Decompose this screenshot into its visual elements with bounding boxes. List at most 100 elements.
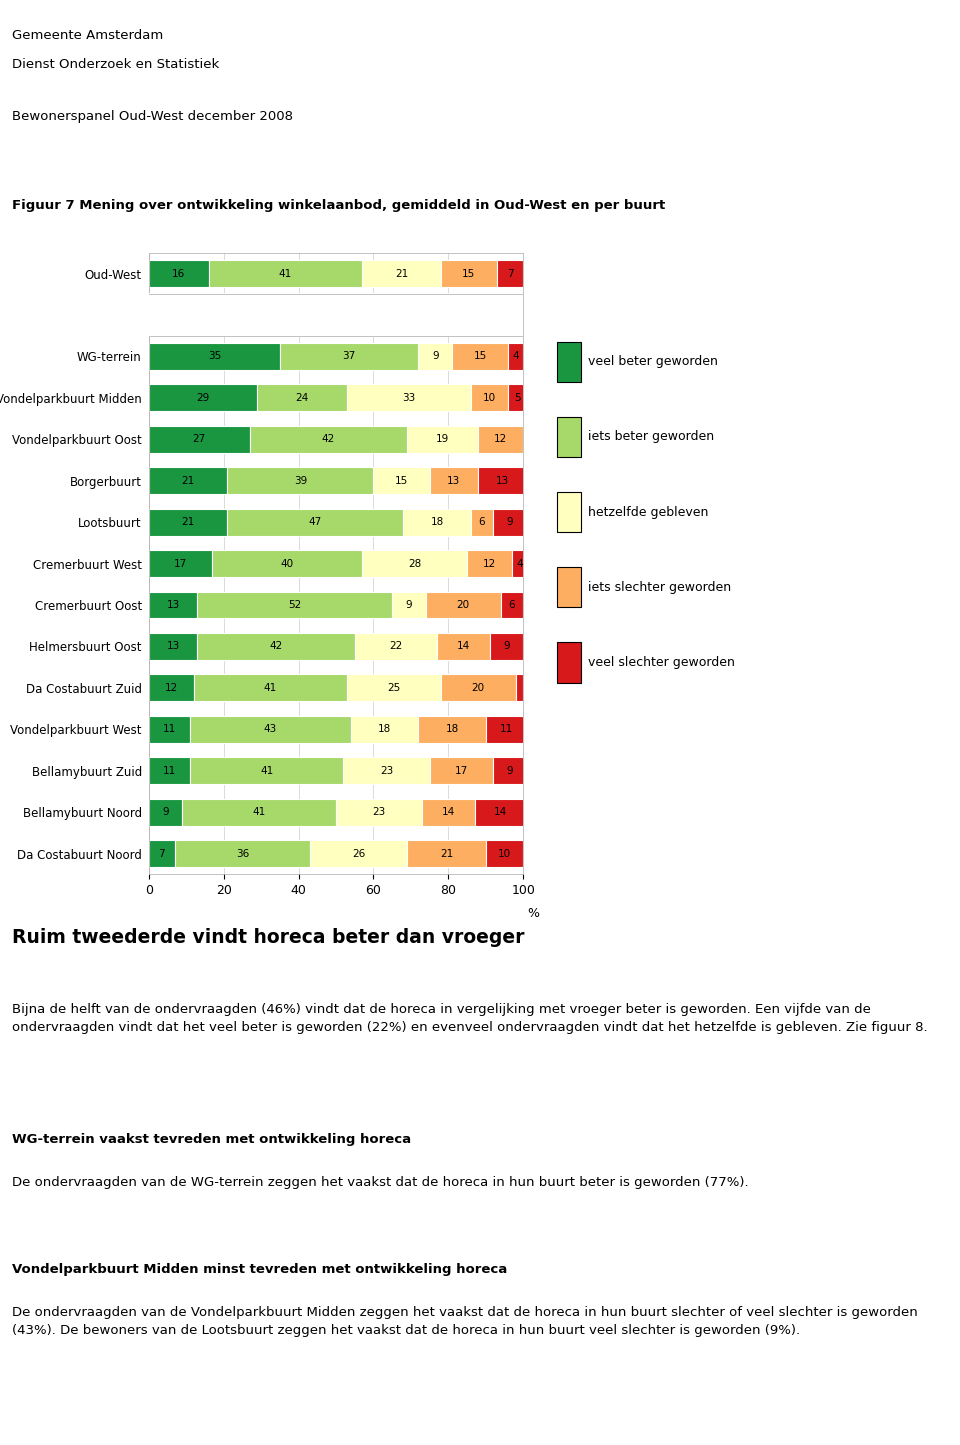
Bar bbox=[336, 799, 422, 825]
Bar bbox=[351, 715, 419, 743]
Bar bbox=[508, 384, 527, 412]
Text: 29: 29 bbox=[197, 393, 209, 403]
Text: 9: 9 bbox=[432, 351, 439, 361]
Text: WG-terrein vaakst tevreden met ontwikkeling horeca: WG-terrein vaakst tevreden met ontwikkel… bbox=[12, 1133, 412, 1146]
Bar bbox=[426, 591, 501, 618]
Text: 13: 13 bbox=[166, 600, 180, 610]
Bar bbox=[497, 260, 523, 288]
Text: De ondervraagden van de WG-terrein zeggen het vaakst dat de horeca in hun buurt : De ondervraagden van de WG-terrein zegge… bbox=[12, 1176, 749, 1189]
Bar bbox=[257, 384, 348, 412]
Text: 18: 18 bbox=[378, 724, 392, 734]
Bar bbox=[419, 342, 452, 370]
Text: 12: 12 bbox=[494, 435, 508, 444]
Bar bbox=[486, 715, 527, 743]
Text: 6: 6 bbox=[509, 600, 516, 610]
Text: 25: 25 bbox=[388, 683, 400, 692]
Bar bbox=[175, 840, 310, 867]
Bar bbox=[208, 260, 362, 288]
Text: 20: 20 bbox=[457, 600, 469, 610]
Text: iets beter geworden: iets beter geworden bbox=[588, 431, 713, 444]
Text: 43: 43 bbox=[264, 724, 277, 734]
Text: 4: 4 bbox=[513, 351, 519, 361]
Bar bbox=[422, 799, 474, 825]
Text: 36: 36 bbox=[236, 848, 249, 858]
Text: 4: 4 bbox=[516, 559, 523, 568]
Bar bbox=[149, 757, 190, 785]
Bar bbox=[478, 467, 527, 494]
Bar bbox=[486, 840, 523, 867]
Text: iets slechter geworden: iets slechter geworden bbox=[588, 581, 731, 594]
Text: 5: 5 bbox=[515, 393, 521, 403]
Text: 6: 6 bbox=[479, 517, 486, 527]
Text: 41: 41 bbox=[260, 766, 274, 776]
Text: Ruim tweederde vindt horeca beter dan vroeger: Ruim tweederde vindt horeca beter dan vr… bbox=[12, 928, 525, 946]
Text: 14: 14 bbox=[494, 808, 508, 816]
Bar bbox=[348, 675, 441, 701]
Bar bbox=[149, 715, 190, 743]
Bar bbox=[228, 509, 403, 536]
Text: 18: 18 bbox=[430, 517, 444, 527]
Text: 37: 37 bbox=[343, 351, 356, 361]
Text: 15: 15 bbox=[395, 475, 408, 486]
Bar bbox=[516, 675, 523, 701]
Text: 21: 21 bbox=[181, 475, 195, 486]
Bar bbox=[441, 260, 497, 288]
Text: 18: 18 bbox=[445, 724, 459, 734]
Bar bbox=[441, 675, 516, 701]
Text: 27: 27 bbox=[193, 435, 206, 444]
Text: 19: 19 bbox=[436, 435, 449, 444]
Bar bbox=[470, 384, 508, 412]
Text: 17: 17 bbox=[455, 766, 468, 776]
Bar bbox=[149, 384, 257, 412]
Text: 52: 52 bbox=[288, 600, 301, 610]
Text: 15: 15 bbox=[473, 351, 487, 361]
Bar bbox=[493, 509, 527, 536]
Bar bbox=[501, 591, 523, 618]
Text: 35: 35 bbox=[207, 351, 221, 361]
Text: veel beter geworden: veel beter geworden bbox=[588, 355, 717, 368]
Bar bbox=[228, 467, 373, 494]
Bar bbox=[149, 467, 228, 494]
Bar bbox=[430, 467, 478, 494]
Text: Vondelparkbuurt Midden minst tevreden met ontwikkeling horeca: Vondelparkbuurt Midden minst tevreden me… bbox=[12, 1263, 508, 1276]
Text: 11: 11 bbox=[163, 724, 176, 734]
Text: 47: 47 bbox=[309, 517, 322, 527]
Bar bbox=[149, 426, 250, 452]
Text: 41: 41 bbox=[278, 269, 292, 279]
Bar bbox=[280, 342, 419, 370]
Text: 17: 17 bbox=[174, 559, 187, 568]
Text: 15: 15 bbox=[463, 269, 475, 279]
Bar bbox=[393, 591, 426, 618]
Text: De ondervraagden van de Vondelparkbuurt Midden zeggen het vaakst dat de horeca i: De ondervraagden van de Vondelparkbuurt … bbox=[12, 1306, 918, 1337]
Text: Dienst Onderzoek en Statistiek: Dienst Onderzoek en Statistiek bbox=[12, 58, 220, 71]
Text: 21: 21 bbox=[395, 269, 408, 279]
Bar bbox=[490, 633, 523, 660]
Text: 7: 7 bbox=[158, 848, 165, 858]
Text: Bewonerspanel Oud-West december 2008: Bewonerspanel Oud-West december 2008 bbox=[12, 110, 294, 123]
Text: 9: 9 bbox=[503, 642, 510, 652]
Text: Figuur 7 Mening over ontwikkeling winkelaanbod, gemiddeld in Oud-West en per buu: Figuur 7 Mening over ontwikkeling winkel… bbox=[12, 199, 665, 212]
Text: 11: 11 bbox=[500, 724, 513, 734]
Bar bbox=[149, 342, 280, 370]
Text: Gemeente Amsterdam: Gemeente Amsterdam bbox=[12, 29, 164, 42]
Bar bbox=[194, 675, 348, 701]
Text: 21: 21 bbox=[181, 517, 195, 527]
Text: 20: 20 bbox=[471, 683, 485, 692]
Text: 26: 26 bbox=[351, 848, 365, 858]
Bar bbox=[467, 551, 512, 577]
Bar bbox=[190, 715, 351, 743]
Text: 12: 12 bbox=[483, 559, 496, 568]
Bar bbox=[149, 260, 208, 288]
Bar bbox=[419, 715, 486, 743]
Bar bbox=[512, 551, 527, 577]
Bar bbox=[149, 633, 198, 660]
Bar bbox=[149, 840, 175, 867]
Bar bbox=[430, 757, 493, 785]
Text: 9: 9 bbox=[162, 808, 169, 816]
Bar bbox=[437, 633, 490, 660]
Bar bbox=[149, 293, 523, 337]
Text: 9: 9 bbox=[406, 600, 413, 610]
Bar bbox=[355, 633, 437, 660]
Bar bbox=[212, 551, 362, 577]
Text: 9: 9 bbox=[507, 766, 514, 776]
